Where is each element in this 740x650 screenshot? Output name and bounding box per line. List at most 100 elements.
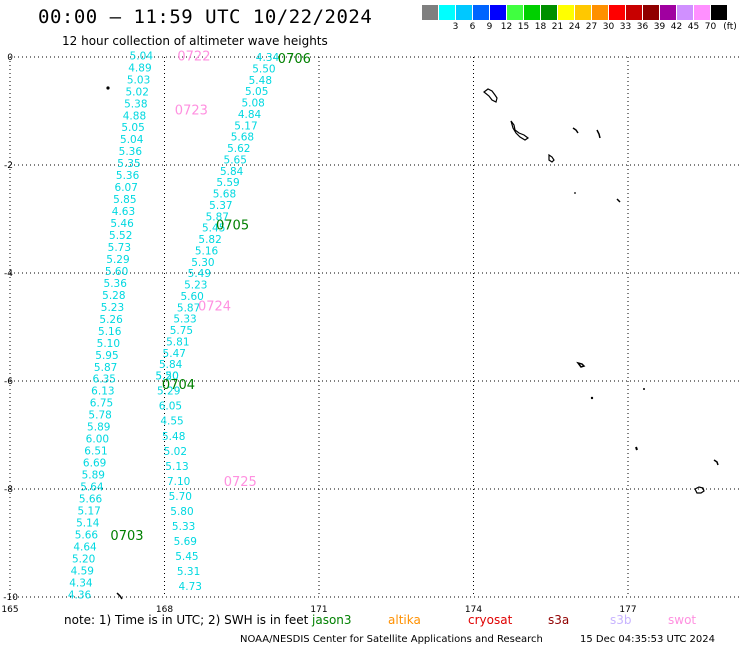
wave-height-value: 5.38 <box>124 98 147 110</box>
pass-time-label: 0725 <box>224 475 257 490</box>
wave-height-value: 5.68 <box>231 132 254 144</box>
wave-height-value: 5.68 <box>213 189 236 201</box>
island-outline <box>713 459 719 466</box>
legend-label: 15 <box>517 22 530 32</box>
wave-height-value: 5.30 <box>191 257 214 269</box>
legend-swatch <box>677 5 694 20</box>
wave-height-value: 5.20 <box>155 371 178 383</box>
island-outline <box>596 129 601 139</box>
legend-label: 12 <box>500 22 513 32</box>
island-outline <box>483 88 498 103</box>
map-grid <box>9 56 740 598</box>
wave-height-value: 5.29 <box>106 254 129 266</box>
wave-height-value: 5.84 <box>220 166 244 178</box>
legend-swatch <box>507 5 524 20</box>
pass-time-label: 0705 <box>216 218 249 233</box>
legend-swatch <box>541 5 558 20</box>
wave-height-value: 5.23 <box>184 280 207 292</box>
wave-height-value: 5.47 <box>163 348 186 360</box>
lat-tick-label: -6 <box>4 377 13 387</box>
legend-label: 39 <box>653 22 666 32</box>
wave-height-value: 5.45 <box>175 551 198 563</box>
wave-height-value: 5.59 <box>216 177 239 189</box>
wave-height-value: 6.51 <box>84 446 107 458</box>
wave-height-value: 5.60 <box>105 266 128 278</box>
wave-height-value: 5.87 <box>94 362 117 374</box>
legend-swatch <box>524 5 541 20</box>
island-outline <box>572 127 579 134</box>
wave-height-value: 5.70 <box>169 491 192 503</box>
pass-time-label: 0724 <box>198 299 231 314</box>
wave-height-value: 5.13 <box>165 461 188 473</box>
wave-height-value: 5.04 <box>130 50 154 62</box>
legend-label: 6 <box>469 22 476 32</box>
lat-tick-label: -2 <box>4 161 13 171</box>
pass-time-label: 0704 <box>162 378 195 393</box>
wave-height-value: 5.46 <box>110 218 134 230</box>
island-outline <box>116 592 123 600</box>
satellite-label-s3b: s3b <box>610 613 632 627</box>
legend-swatch <box>711 5 728 20</box>
legend-swatch <box>439 5 456 20</box>
wave-height-value: 4.89 <box>128 62 151 74</box>
island-dot <box>106 86 110 90</box>
wave-height-value: 4.84 <box>238 109 262 121</box>
lon-tick-label: 168 <box>156 605 173 615</box>
wave-height-value: 5.69 <box>174 536 197 548</box>
wave-height-value: 5.04 <box>120 134 144 146</box>
wave-height-value: 6.07 <box>115 182 138 194</box>
legend-swatch <box>558 5 575 20</box>
wave-height-value: 5.84 <box>159 359 183 371</box>
wave-height-value: 5.62 <box>227 143 250 155</box>
island-outlines <box>106 86 719 600</box>
wave-height-value: 5.49 <box>188 268 211 280</box>
lat-tick-label: -10 <box>3 593 18 603</box>
wave-height-value: 4.34 <box>256 52 280 64</box>
legend-swatch <box>456 5 473 20</box>
wave-height-value: 5.78 <box>88 410 111 422</box>
wave-height-value: 5.03 <box>127 74 150 86</box>
island-outline <box>510 120 530 141</box>
wave-height-value: 6.05 <box>159 401 182 413</box>
wave-height-value: 5.14 <box>76 517 100 529</box>
wave-height-value: 5.87 <box>177 302 200 314</box>
wave-height-value: 4.59 <box>71 565 94 577</box>
wave-height-value: 5.50 <box>252 63 275 75</box>
island-dot <box>643 388 645 390</box>
legend-label: 45 <box>687 22 700 32</box>
legend-swatch <box>660 5 677 20</box>
wave-height-value: 6.35 <box>93 374 116 386</box>
legend-label: 18 <box>534 22 547 32</box>
wave-height-value: 5.66 <box>79 493 103 505</box>
island-outline <box>548 153 555 163</box>
wave-height-value: 5.48 <box>162 431 185 443</box>
pass-time-label: 0723 <box>175 103 208 118</box>
wave-height-value: 5.45 <box>202 223 225 235</box>
satellite-label-cryosat: cryosat <box>468 613 513 627</box>
wave-height-value: 5.36 <box>104 278 128 290</box>
legend-label: 36 <box>636 22 649 32</box>
wave-height-value: 6.13 <box>91 386 114 398</box>
wave-height-value: 4.64 <box>73 541 97 553</box>
wave-height-value: 5.20 <box>72 553 95 565</box>
lon-tick-label: 171 <box>310 605 327 615</box>
wave-height-value: 4.73 <box>179 581 202 593</box>
satellite-label-altika: altika <box>388 613 421 627</box>
wave-height-value: 5.66 <box>75 529 99 541</box>
lon-tick-label: 165 <box>1 605 18 615</box>
wave-height-value: 5.31 <box>177 566 200 578</box>
wave-height-value: 5.05 <box>245 86 268 98</box>
wave-height-value: 5.75 <box>170 325 193 337</box>
legend-label: 3 <box>452 22 459 32</box>
lat-tick-label: -4 <box>4 269 13 279</box>
wave-height-value: 5.89 <box>82 470 105 482</box>
wave-height-value: 5.05 <box>121 122 144 134</box>
legend-label: 27 <box>585 22 598 32</box>
wave-height-value: 5.81 <box>166 336 189 348</box>
wave-height-value: 5.64 <box>80 482 104 494</box>
footer-timestamp: 15 Dec 04:35:53 UTC 2024 <box>580 634 715 645</box>
wave-height-value: 5.33 <box>173 314 196 326</box>
island-dot <box>590 396 594 400</box>
pass-time-labels: 0722 0706 0723 0705 0724 0704 0725 0703 <box>110 49 310 544</box>
legend-label: 30 <box>602 22 615 32</box>
